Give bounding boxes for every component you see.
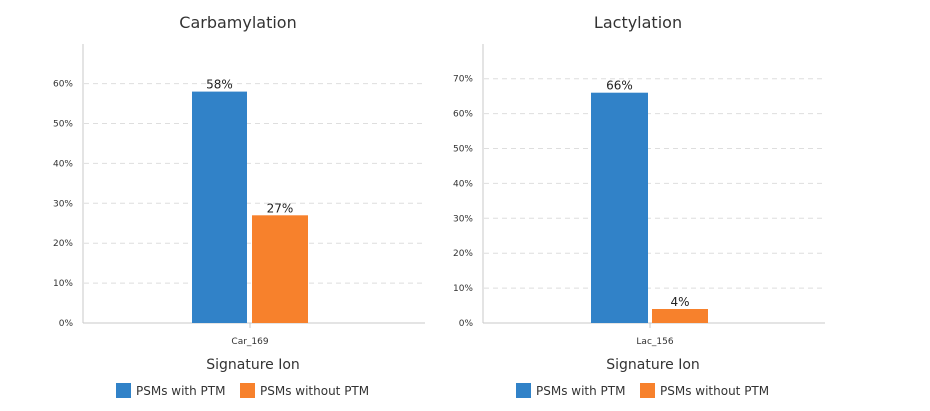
legend-label-without-ptm: PSMs without PTM [660,384,769,398]
x-tick-label: Lac_156 [636,337,673,347]
data-labels: 58% 27% [206,78,293,216]
chart-carbamylation: Carbamylation 0% 10% 20% 30% 40% 50% 60% 58% 27… [53,13,425,398]
legend-swatch-with-ptm [116,383,131,398]
legend: PSMs with PTM PSMs without PTM [516,383,769,398]
legend: PSMs with PTM PSMs without PTM [116,383,369,398]
gridlines [484,78,825,289]
legend-swatch-without-ptm [640,383,655,398]
legend-swatch-with-ptm [516,383,531,398]
bar-without-ptm [252,215,308,323]
y-tick-label: 0% [459,319,474,329]
y-tick-label: 50% [53,120,73,130]
bar-with-ptm [591,92,648,323]
gridlines [84,83,425,284]
x-axis-label: Signature Ion [206,357,300,373]
data-labels: 66% 4% [606,79,689,309]
chart-title: Carbamylation [179,13,296,32]
y-tick-label: 40% [453,179,473,189]
y-tick-label: 60% [453,110,473,120]
bar-with-ptm [192,91,247,323]
bar-without-ptm [652,309,708,323]
legend-label-with-ptm: PSMs with PTM [136,384,225,398]
y-tick-label: 0% [59,319,74,329]
y-tick-label: 20% [53,239,73,249]
y-tick-label: 70% [453,75,473,85]
data-label: 58% [206,78,233,92]
data-label: 27% [267,201,294,215]
y-tick-label: 30% [453,214,473,224]
y-tick-labels: 0% 10% 20% 30% 40% 50% 60% 70% [453,75,473,329]
y-tick-label: 10% [53,279,73,289]
y-tick-label: 10% [453,284,473,294]
x-axis-label: Signature Ion [606,357,700,373]
y-tick-labels: 0% 10% 20% 30% 40% 50% 60% [53,80,73,329]
chart-lactylation: Lactylation 0% 10% 20% 30% 40% 50% 60% 70% 66% 4… [453,13,825,398]
y-tick-label: 30% [53,199,73,209]
y-tick-label: 60% [53,80,73,90]
chart-title: Lactylation [594,13,682,32]
legend-label-without-ptm: PSMs without PTM [260,384,369,398]
y-tick-label: 20% [453,249,473,259]
x-tick-label: Car_169 [231,337,268,347]
data-label: 4% [670,295,689,309]
bars [591,92,708,323]
y-tick-label: 40% [53,159,73,169]
y-tick-label: 50% [453,145,473,155]
legend-label-with-ptm: PSMs with PTM [536,384,625,398]
data-label: 66% [606,79,633,93]
legend-swatch-without-ptm [240,383,255,398]
bars [192,91,308,323]
